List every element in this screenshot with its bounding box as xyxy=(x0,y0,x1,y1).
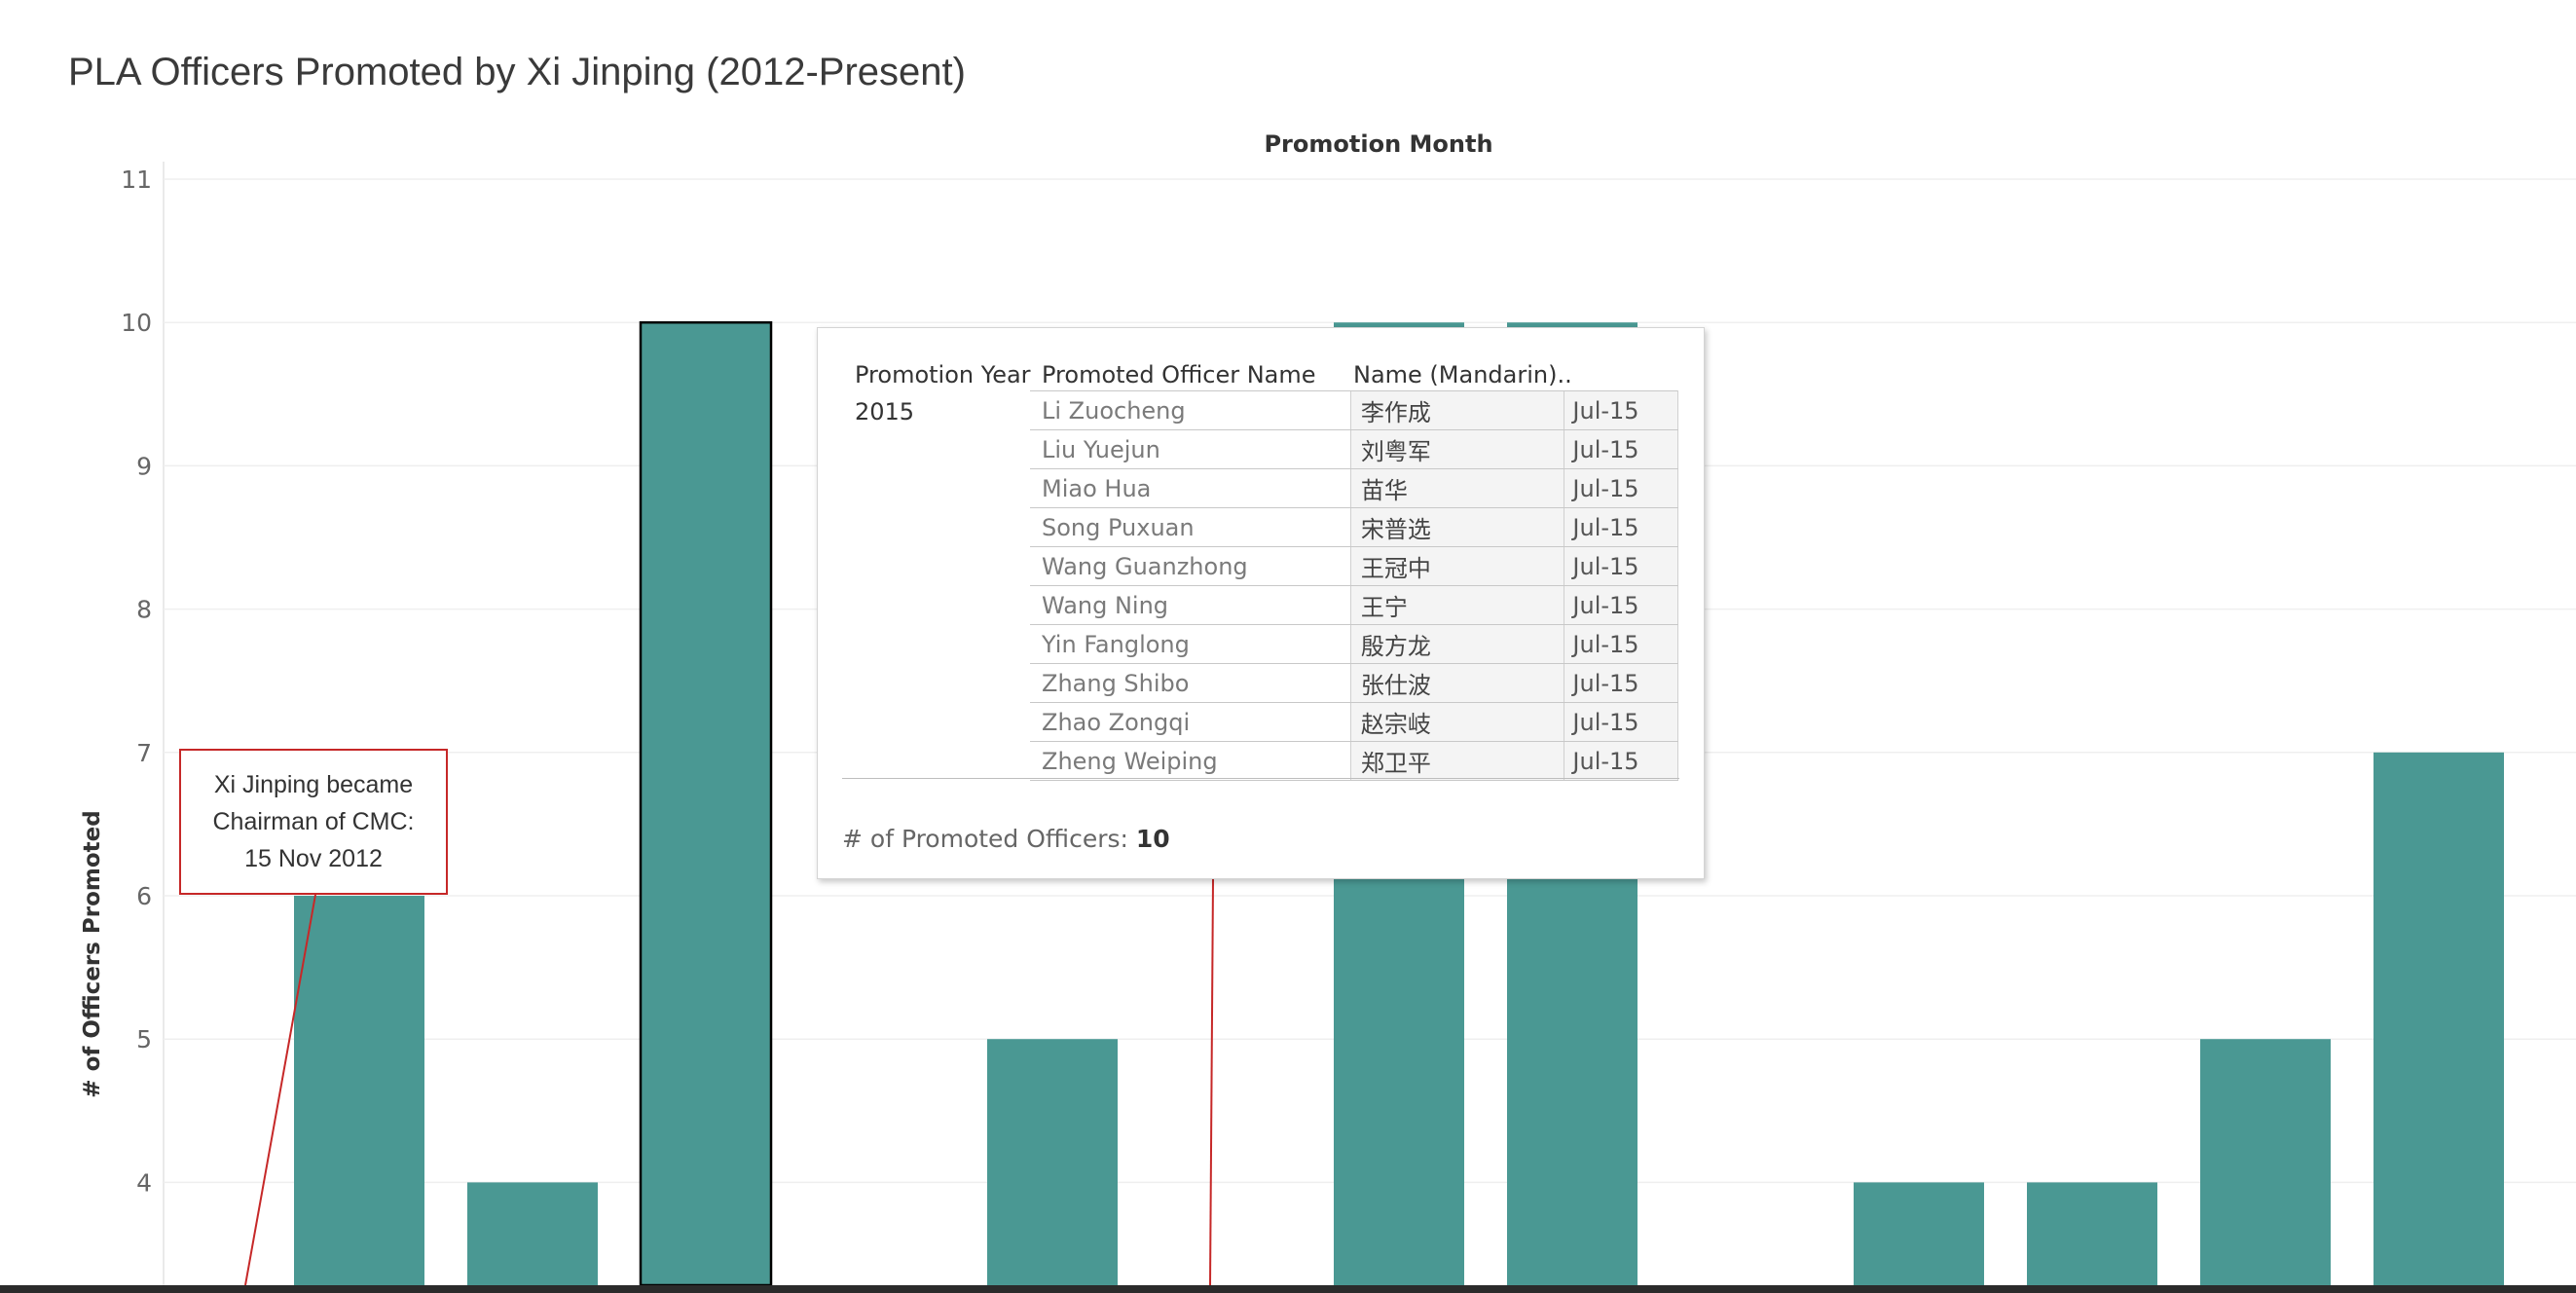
officer-name: Zhang Shibo xyxy=(1030,663,1351,703)
officer-name: Zheng Weiping xyxy=(1030,741,1351,781)
tooltip-row: Liu Yuejun 刘粤军 Jul-15 xyxy=(1030,429,1678,469)
bar[interactable] xyxy=(467,1182,598,1285)
officer-name-mandarin: 宋普选 xyxy=(1349,507,1564,547)
officer-name-mandarin: 苗华 xyxy=(1349,468,1564,508)
tooltip-table: Li Zuocheng 李作成 Jul-15 Liu Yuejun 刘粤军 Jul-15 M… xyxy=(1030,390,1678,781)
promotion-date: Jul-15 xyxy=(1564,585,1678,625)
y-tick-label: 4 xyxy=(136,1168,152,1197)
bar[interactable] xyxy=(2200,1039,2331,1285)
tooltip-row: Wang Guanzhong 王冠中 Jul-15 xyxy=(1030,546,1678,586)
bar[interactable] xyxy=(987,1039,1118,1285)
y-tick-label: 7 xyxy=(136,739,152,767)
tooltip-row: Miao Hua 苗华 Jul-15 xyxy=(1030,468,1678,508)
officer-name: Wang Guanzhong xyxy=(1030,546,1351,586)
tooltip-count-value: 10 xyxy=(1135,825,1170,853)
officer-name-mandarin: 王冠中 xyxy=(1349,546,1564,586)
tooltip-year: 2015 xyxy=(855,398,915,425)
annotation-line-3: 15 Nov 2012 xyxy=(244,845,383,872)
officer-name-mandarin: 刘粤军 xyxy=(1349,429,1564,469)
tooltip-count: # of Promoted Officers: 10 xyxy=(842,825,1170,853)
bar-tooltip: Promotion Year Promoted Officer Name Nam… xyxy=(817,327,1705,879)
promotion-date: Jul-15 xyxy=(1564,429,1678,469)
y-tick-label: 5 xyxy=(136,1025,152,1053)
y-tick-label: 8 xyxy=(136,596,152,624)
officer-name-mandarin: 赵宗岐 xyxy=(1349,702,1564,742)
officer-name-mandarin: 殷方龙 xyxy=(1349,624,1564,664)
bar[interactable] xyxy=(294,896,424,1285)
promotion-date: Jul-15 xyxy=(1564,663,1678,703)
officer-name-mandarin: 张仕波 xyxy=(1349,663,1564,703)
promotion-date: Jul-15 xyxy=(1564,468,1678,508)
officer-name: Zhao Zongqi xyxy=(1030,702,1351,742)
bar-selected[interactable] xyxy=(639,320,773,1287)
tooltip-row: Zhao Zongqi 赵宗岐 Jul-15 xyxy=(1030,702,1678,742)
officer-name: Wang Ning xyxy=(1030,585,1351,625)
officer-name: Liu Yuejun xyxy=(1030,429,1351,469)
bar[interactable] xyxy=(2374,752,2504,1285)
y-tick-label: 9 xyxy=(136,452,152,480)
bottom-edge-bar xyxy=(0,1285,2576,1293)
tooltip-row: Li Zuocheng 李作成 Jul-15 xyxy=(1030,390,1678,430)
officer-name: Song Puxuan xyxy=(1030,507,1351,547)
tooltip-header-mandarin: Name (Mandarin).. xyxy=(1353,361,1572,388)
promotion-date: Jul-15 xyxy=(1564,702,1678,742)
tooltip-row: Yin Fanglong 殷方龙 Jul-15 xyxy=(1030,624,1678,664)
annotation-line-2: Chairman of CMC: xyxy=(212,808,415,835)
officer-name: Li Zuocheng xyxy=(1030,390,1351,430)
promotion-date: Jul-15 xyxy=(1564,390,1678,430)
tooltip-header-name: Promoted Officer Name xyxy=(1042,361,1316,388)
tooltip-row: Wang Ning 王宁 Jul-15 xyxy=(1030,585,1678,625)
annotation-leader-line xyxy=(244,894,316,1286)
tooltip-row: Zheng Weiping 郑卫平 Jul-15 xyxy=(1030,741,1678,781)
promotion-date: Jul-15 xyxy=(1564,624,1678,664)
y-axis-title: # of Officers Promoted xyxy=(80,810,105,1097)
x-axis-title: Promotion Month xyxy=(1264,130,1492,158)
promotion-date: Jul-15 xyxy=(1564,507,1678,547)
y-tick-label: 6 xyxy=(136,882,152,910)
y-tick-label: 11 xyxy=(121,166,152,194)
y-tick-label: 10 xyxy=(121,309,152,337)
tooltip-header-year: Promotion Year xyxy=(855,361,1031,388)
annotation-line-1: Xi Jinping became xyxy=(213,771,414,798)
officer-name: Miao Hua xyxy=(1030,468,1351,508)
officer-name-mandarin: 王宁 xyxy=(1349,585,1564,625)
reference-line xyxy=(1209,878,1214,1286)
officer-name: Yin Fanglong xyxy=(1030,624,1351,664)
tooltip-divider xyxy=(842,778,1679,779)
page-title: PLA Officers Promoted by Xi Jinping (201… xyxy=(68,51,966,93)
bar[interactable] xyxy=(2027,1182,2157,1285)
officer-name-mandarin: 李作成 xyxy=(1349,390,1564,430)
cmc-chairman-annotation: Xi Jinping became Chairman of CMC: 15 No… xyxy=(179,749,448,895)
tooltip-row: Zhang Shibo 张仕波 Jul-15 xyxy=(1030,663,1678,703)
bar[interactable] xyxy=(1854,1182,1984,1285)
tooltip-count-label: # of Promoted Officers: xyxy=(842,825,1128,853)
promotion-date: Jul-15 xyxy=(1564,546,1678,586)
tooltip-row: Song Puxuan 宋普选 Jul-15 xyxy=(1030,507,1678,547)
officer-name-mandarin: 郑卫平 xyxy=(1349,741,1564,781)
promotion-date: Jul-15 xyxy=(1564,741,1678,781)
